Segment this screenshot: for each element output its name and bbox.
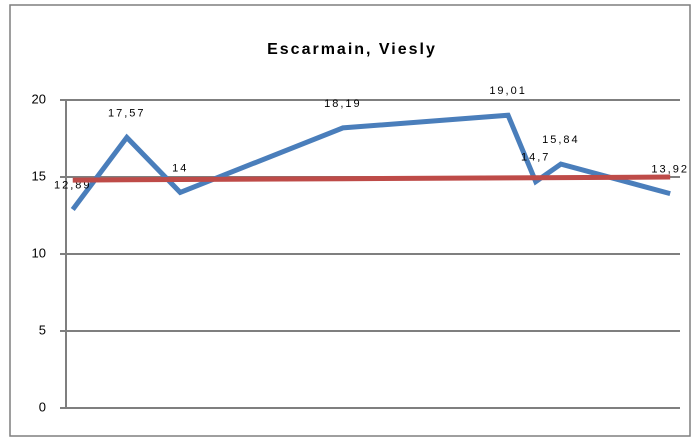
data-label: 15,84 xyxy=(542,134,580,146)
series-line xyxy=(72,174,671,183)
data-label: 14,7 xyxy=(521,152,550,164)
data-label: 14 xyxy=(172,162,188,174)
data-label: 18,19 xyxy=(324,98,362,110)
y-tick-label: 15 xyxy=(32,168,46,183)
y-tick-label: 20 xyxy=(32,91,46,106)
data-label: 19,01 xyxy=(489,85,527,97)
chart-frame xyxy=(9,4,691,437)
series-line xyxy=(70,112,671,211)
y-tick-label: 5 xyxy=(39,322,46,337)
y-tick-label: 0 xyxy=(39,399,46,414)
data-label: 13,92 xyxy=(651,164,689,176)
chart-title: Escarmain, Viesly xyxy=(267,41,437,58)
data-label: 17,57 xyxy=(108,107,146,119)
y-tick-label: 10 xyxy=(32,245,46,260)
